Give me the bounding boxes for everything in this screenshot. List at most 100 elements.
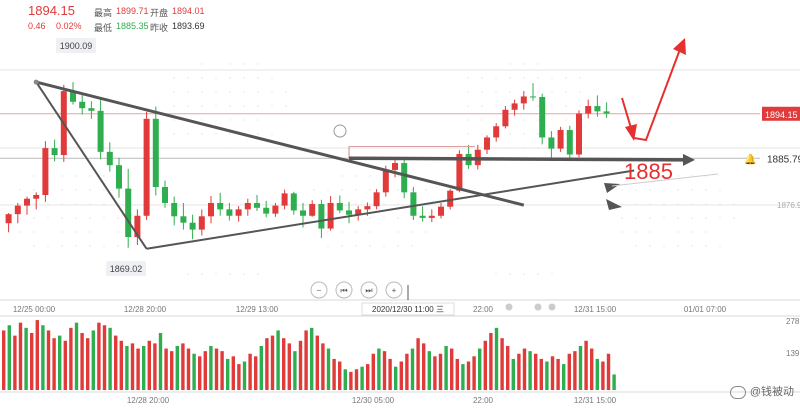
bg-dot [257, 77, 259, 79]
volume-bar [237, 364, 241, 390]
high-point-label: 1900.09 [60, 41, 93, 51]
nav-button[interactable] [385, 281, 403, 299]
bg-dot [229, 63, 231, 65]
bg-dot [621, 231, 623, 233]
volume-bar [500, 338, 504, 390]
bg-dot [341, 175, 343, 177]
candle-body [594, 106, 601, 112]
candle-body [355, 209, 362, 215]
volume-bar [494, 327, 499, 390]
volume-bar [321, 343, 325, 390]
volume-bar [584, 340, 588, 390]
forecast-path[interactable] [621, 43, 683, 142]
volume-bar [125, 345, 129, 390]
candle-body [143, 118, 150, 216]
time-tick: 01/01 07:00 [684, 305, 727, 314]
bg-dot [509, 105, 511, 107]
bg-dot [257, 273, 259, 275]
candle-body [557, 130, 564, 149]
candle-body [576, 113, 582, 155]
scroll-dot[interactable] [505, 303, 513, 311]
bg-dot [397, 245, 399, 247]
anchor-handle[interactable] [333, 124, 347, 138]
scroll-dot[interactable] [548, 303, 556, 311]
bg-dot [523, 273, 525, 275]
volume-bar [114, 335, 118, 390]
change-pct: 0.02% [56, 21, 82, 31]
bg-dot [285, 105, 287, 107]
bg-dot [537, 133, 539, 135]
volume-bar [304, 330, 308, 390]
candle-body [447, 190, 454, 207]
bg-dot [327, 231, 329, 233]
candle-body [456, 153, 463, 191]
bg-dot [61, 217, 63, 219]
bell-icon[interactable]: 🔔 [744, 153, 756, 165]
trend-line[interactable] [35, 80, 525, 207]
candle-body [309, 204, 316, 216]
bg-dot [719, 217, 721, 219]
bg-dot [411, 245, 413, 247]
candle-body [585, 106, 592, 114]
volume-bar [119, 340, 123, 390]
high-label: 最高 [94, 8, 113, 18]
resistance-ray[interactable] [348, 156, 688, 162]
candle-body [346, 210, 352, 215]
candle-body [14, 205, 21, 215]
volume-bar [198, 356, 202, 390]
candle-body [254, 202, 260, 208]
volume-bar [332, 358, 336, 390]
bg-dot [663, 231, 665, 233]
bg-dot [537, 273, 539, 275]
volume-bar [147, 340, 151, 390]
volume-bar [153, 343, 157, 390]
bg-dot [89, 217, 91, 219]
volume-bar [461, 364, 465, 390]
volume-bar [371, 353, 375, 390]
volume-bar [130, 343, 135, 390]
bg-dot [201, 273, 203, 275]
bg-dot [509, 119, 511, 121]
open-label: 开盘 [150, 8, 169, 18]
volume-bar [450, 348, 454, 390]
bg-dot [691, 231, 693, 233]
bg-dot [509, 91, 511, 93]
volume-bar [405, 353, 409, 390]
candle-body [290, 193, 297, 211]
nav-button-label: + [392, 286, 397, 295]
volume-bar [422, 343, 426, 390]
bg-dot [467, 119, 469, 121]
volume-bar [80, 333, 84, 390]
bg-dot [551, 119, 553, 121]
bg-dot [425, 231, 427, 233]
bg-dot [173, 105, 175, 107]
volume-bar [259, 345, 263, 390]
nav-button[interactable] [335, 281, 353, 299]
bg-dot [75, 175, 77, 177]
bg-dot [341, 231, 343, 233]
trend-line[interactable] [35, 81, 148, 250]
candle-body [189, 222, 196, 230]
volume-bar [181, 343, 185, 390]
nav-button[interactable] [310, 281, 328, 299]
candle-body [520, 96, 527, 104]
volume-bar [326, 348, 331, 390]
volume-bar [416, 338, 420, 390]
scroll-dot[interactable] [534, 303, 542, 311]
bg-dot [551, 105, 553, 107]
trend-line[interactable] [146, 169, 635, 250]
bg-dot [243, 91, 245, 93]
candle-body [97, 110, 104, 152]
volume-bar [366, 364, 370, 390]
volume-bar [192, 353, 196, 390]
volume-bar [354, 369, 359, 390]
bg-dot [187, 133, 189, 135]
candle-body [42, 148, 49, 195]
bg-dot [663, 189, 665, 191]
high-point-marker [33, 79, 39, 85]
volume-bar [545, 361, 549, 390]
volume-bar [35, 320, 39, 390]
bg-dot [229, 91, 231, 93]
nav-button[interactable] [360, 281, 378, 299]
